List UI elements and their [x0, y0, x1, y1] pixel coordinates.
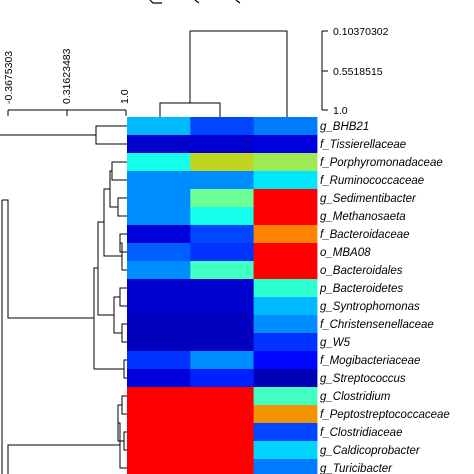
heatmap-cell-r8-c2 — [253, 261, 318, 280]
heatmap-cell-r2-c2 — [253, 153, 318, 172]
heatmap-cell-r8-c0 — [127, 261, 191, 280]
heatmap-cell-r1-c2 — [253, 135, 318, 154]
row-label: o_Bacteroidales — [320, 265, 403, 277]
heatmap-cell-r0-c2 — [253, 117, 318, 136]
heatmap-cell-r7-c2 — [253, 243, 318, 262]
row-tick-0: -0.3675303 — [3, 51, 15, 104]
row-label: o_MBA08 — [320, 247, 371, 259]
row-label: f_Peptostreptococcaceae — [320, 409, 450, 421]
row-label: f_Ruminococcaceae — [320, 175, 424, 187]
row-label: g_Sedimentibacter — [320, 193, 417, 205]
heatmap-cell-r15-c2 — [253, 387, 318, 406]
heatmap-cell-r2-c1 — [190, 153, 255, 172]
heatmap-cell-r15-c1 — [190, 387, 255, 406]
heatmap-cell-r3-c1 — [190, 171, 255, 190]
row-axis: -0.3675303 0.31623483 1.0 — [3, 48, 131, 116]
row-label: g_Syntrophomonas — [320, 301, 420, 313]
column-axis: 0.10370302 0.5518515 1.0 — [321, 26, 389, 117]
row-label: g_W5 — [320, 337, 351, 349]
heatmap-cell-r10-c1 — [190, 297, 255, 316]
row-labels: g_BHB21 f_Tissierellaceae f_Porphyromonada… — [319, 121, 450, 474]
row-label: f_Christensenellaceae — [320, 319, 434, 331]
heatmap-cell-r17-c2 — [253, 423, 318, 442]
heatmap-cell-r7-c0 — [127, 243, 191, 262]
heatmap-cell-r6-c2 — [253, 225, 318, 244]
row-label: f_Tissierellaceae — [320, 139, 406, 151]
heatmap-cell-r13-c1 — [190, 351, 255, 370]
heatmap-cell-r5-c2 — [253, 207, 318, 226]
heatmap-cell-r11-c2 — [253, 315, 318, 334]
heatmap-cell-r10-c0 — [127, 297, 191, 316]
heatmap-cell-r5-c1 — [190, 207, 255, 226]
heatmap-cell-r13-c0 — [127, 351, 191, 370]
heatmap-cell-r14-c2 — [253, 369, 318, 388]
column-dendrogram — [159, 30, 288, 117]
row-label: f_Mogibacteriaceae — [320, 355, 420, 367]
row-label: f_Porphyromonadaceae — [320, 157, 443, 169]
heatmap-cell-r6-c1 — [190, 225, 255, 244]
heatmap-cell-r8-c1 — [190, 261, 255, 280]
heatmap-cell-r4-c0 — [127, 189, 191, 208]
heatmap-cell-r9-c2 — [253, 279, 318, 298]
heatmap-cell-r11-c0 — [127, 315, 191, 334]
heatmap-cell-r16-c2 — [253, 405, 318, 424]
row-label: p_Bacteroidetes — [319, 283, 403, 295]
col-tick-1: 0.5518515 — [333, 66, 383, 78]
heatmap-cell-r18-c0 — [127, 441, 191, 460]
row-label: g_BHB21 — [320, 121, 369, 133]
heatmap-cell-r16-c0 — [127, 405, 191, 424]
heatmap-cell-r6-c0 — [127, 225, 191, 244]
row-label: g_Turicibacter — [320, 463, 393, 474]
heatmap-cell-r4-c1 — [190, 189, 255, 208]
row-dendrogram — [0, 125, 127, 474]
row-label: g_Clostridium — [320, 391, 391, 403]
heatmap-cell-r10-c2 — [253, 297, 318, 316]
heatmap-cell-r3-c0 — [127, 171, 191, 190]
heatmap-cell-r5-c0 — [127, 207, 191, 226]
heatmap-cell-r19-c2 — [253, 459, 318, 474]
col-tick-2: 1.0 — [333, 105, 348, 117]
heatmap-cell-r16-c1 — [190, 405, 255, 424]
row-label: g_Methanosaeta — [320, 211, 406, 223]
heatmap-cell-r12-c1 — [190, 333, 255, 352]
heatmap-cell-r18-c2 — [253, 441, 318, 460]
col-tick-0: 0.10370302 — [333, 26, 389, 38]
heatmap-cell-r0-c0 — [127, 117, 191, 136]
heatmap-cell-r7-c1 — [190, 243, 255, 262]
heatmap-cells — [127, 117, 318, 474]
heatmap-cell-r4-c2 — [253, 189, 318, 208]
heatmap-cell-r14-c0 — [127, 369, 191, 388]
heatmap-cell-r1-c1 — [190, 135, 255, 154]
heatmap-cell-r0-c1 — [190, 117, 255, 136]
row-label: f_Clostridiaceae — [320, 427, 402, 439]
row-tick-2: 1.0 — [119, 89, 131, 104]
heatmap-cell-r2-c0 — [127, 153, 191, 172]
row-label: g_Streptococcus — [320, 373, 406, 385]
heatmap-cell-r17-c0 — [127, 423, 191, 442]
heatmap-cell-r9-c0 — [127, 279, 191, 298]
heatmap-cell-r18-c1 — [190, 441, 255, 460]
heatmap-cell-r12-c0 — [127, 333, 191, 352]
heatmap-cell-r19-c0 — [127, 459, 191, 474]
row-label: f_Bacteroidaceae — [320, 229, 410, 241]
heatmap-cell-r1-c0 — [127, 135, 191, 154]
heatmap-cell-r15-c0 — [127, 387, 191, 406]
heatmap-cell-r19-c1 — [190, 459, 255, 474]
heatmap-cell-r14-c1 — [190, 369, 255, 388]
heatmap-cell-r17-c1 — [190, 423, 255, 442]
heatmap-cell-r11-c1 — [190, 315, 255, 334]
title-fragment — [149, 0, 241, 4]
heatmap-cell-r13-c2 — [253, 351, 318, 370]
heatmap-cell-r3-c2 — [253, 171, 318, 190]
row-label: g_Caldicoprobacter — [320, 445, 421, 457]
heatmap-cell-r9-c1 — [190, 279, 255, 298]
heatmap-cell-r12-c2 — [253, 333, 318, 352]
row-tick-1: 0.31623483 — [61, 48, 73, 104]
